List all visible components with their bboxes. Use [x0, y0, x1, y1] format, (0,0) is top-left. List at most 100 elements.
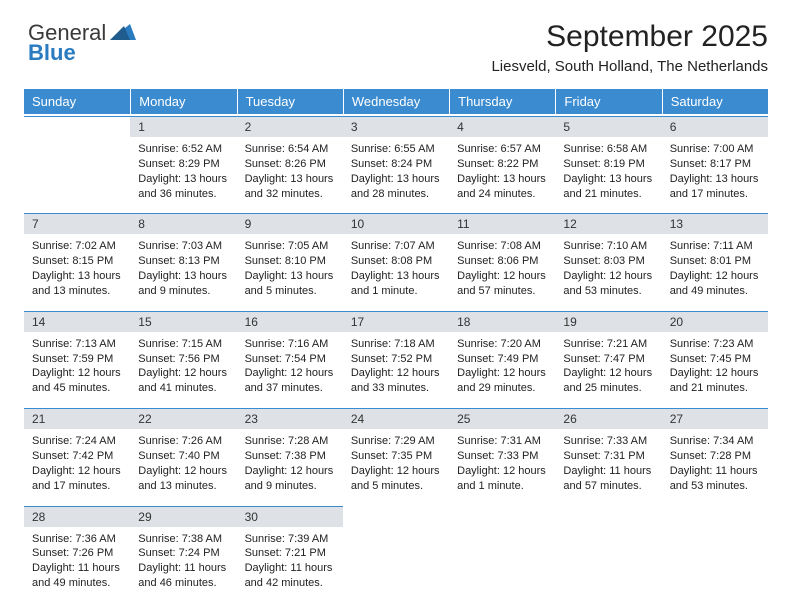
empty-cell	[555, 506, 661, 527]
day-details: Sunrise: 7:08 AMSunset: 8:06 PMDaylight:…	[449, 236, 555, 308]
daylight-text: Daylight: 13 hours and 5 minutes.	[245, 269, 335, 299]
day-number: 30	[237, 506, 343, 527]
sunset-text: Sunset: 7:56 PM	[138, 352, 228, 367]
day-number: 13	[662, 213, 768, 234]
sunset-text: Sunset: 7:52 PM	[351, 352, 441, 367]
day-details: Sunrise: 7:13 AMSunset: 7:59 PMDaylight:…	[24, 334, 130, 406]
day-details: Sunrise: 6:54 AMSunset: 8:26 PMDaylight:…	[237, 139, 343, 211]
empty-cell	[24, 116, 130, 137]
sunset-text: Sunset: 7:42 PM	[32, 449, 122, 464]
day-details: Sunrise: 7:39 AMSunset: 7:21 PMDaylight:…	[237, 529, 343, 601]
sunset-text: Sunset: 7:24 PM	[138, 546, 228, 561]
sunset-text: Sunset: 7:40 PM	[138, 449, 228, 464]
daylight-text: Daylight: 12 hours and 37 minutes.	[245, 366, 335, 396]
day-details: Sunrise: 7:23 AMSunset: 7:45 PMDaylight:…	[662, 334, 768, 406]
day-details: Sunrise: 7:02 AMSunset: 8:15 PMDaylight:…	[24, 236, 130, 308]
daylight-text: Daylight: 12 hours and 5 minutes.	[351, 464, 441, 494]
sunset-text: Sunset: 8:13 PM	[138, 254, 228, 269]
weekday-header-row: Sunday Monday Tuesday Wednesday Thursday…	[24, 89, 768, 114]
sunset-text: Sunset: 7:21 PM	[245, 546, 335, 561]
sunrise-text: Sunrise: 7:39 AM	[245, 532, 335, 547]
day-number: 25	[449, 408, 555, 429]
sunrise-text: Sunrise: 7:16 AM	[245, 337, 335, 352]
sunset-text: Sunset: 7:28 PM	[670, 449, 760, 464]
sunrise-text: Sunrise: 6:58 AM	[563, 142, 653, 157]
day-details: Sunrise: 7:24 AMSunset: 7:42 PMDaylight:…	[24, 431, 130, 503]
day-number-row: 123456	[24, 116, 768, 137]
day-details: Sunrise: 6:52 AMSunset: 8:29 PMDaylight:…	[130, 139, 236, 211]
daylight-text: Daylight: 12 hours and 29 minutes.	[457, 366, 547, 396]
day-number: 12	[555, 213, 661, 234]
sunset-text: Sunset: 7:26 PM	[32, 546, 122, 561]
day-number: 9	[237, 213, 343, 234]
day-number: 16	[237, 311, 343, 332]
day-details: Sunrise: 7:00 AMSunset: 8:17 PMDaylight:…	[662, 139, 768, 211]
logo: General Blue	[28, 20, 136, 46]
sunrise-text: Sunrise: 7:23 AM	[670, 337, 760, 352]
daylight-text: Daylight: 13 hours and 13 minutes.	[32, 269, 122, 299]
sunrise-text: Sunrise: 6:57 AM	[457, 142, 547, 157]
sunset-text: Sunset: 7:33 PM	[457, 449, 547, 464]
sunrise-text: Sunrise: 7:24 AM	[32, 434, 122, 449]
sunset-text: Sunset: 7:31 PM	[563, 449, 653, 464]
daylight-text: Daylight: 12 hours and 45 minutes.	[32, 366, 122, 396]
logo-word2: Blue	[28, 40, 76, 65]
sunrise-text: Sunrise: 7:33 AM	[563, 434, 653, 449]
empty-cell	[24, 139, 130, 211]
day-number: 5	[555, 116, 661, 137]
sunrise-text: Sunrise: 7:10 AM	[563, 239, 653, 254]
daylight-text: Daylight: 11 hours and 53 minutes.	[670, 464, 760, 494]
sunrise-text: Sunrise: 7:21 AM	[563, 337, 653, 352]
empty-cell	[343, 506, 449, 527]
day-number: 14	[24, 311, 130, 332]
sunset-text: Sunset: 7:35 PM	[351, 449, 441, 464]
day-number: 3	[343, 116, 449, 137]
sunrise-text: Sunrise: 7:13 AM	[32, 337, 122, 352]
weekday-header: Sunday	[24, 89, 130, 114]
day-number: 17	[343, 311, 449, 332]
sunset-text: Sunset: 8:10 PM	[245, 254, 335, 269]
day-info-row: Sunrise: 6:52 AMSunset: 8:29 PMDaylight:…	[24, 139, 768, 211]
sunrise-text: Sunrise: 7:18 AM	[351, 337, 441, 352]
day-number: 19	[555, 311, 661, 332]
day-details: Sunrise: 6:58 AMSunset: 8:19 PMDaylight:…	[555, 139, 661, 211]
daylight-text: Daylight: 13 hours and 21 minutes.	[563, 172, 653, 202]
daylight-text: Daylight: 12 hours and 53 minutes.	[563, 269, 653, 299]
sunrise-text: Sunrise: 7:11 AM	[670, 239, 760, 254]
sunset-text: Sunset: 7:38 PM	[245, 449, 335, 464]
day-details: Sunrise: 7:05 AMSunset: 8:10 PMDaylight:…	[237, 236, 343, 308]
empty-cell	[555, 529, 661, 601]
sunrise-text: Sunrise: 7:07 AM	[351, 239, 441, 254]
sunset-text: Sunset: 8:24 PM	[351, 157, 441, 172]
daylight-text: Daylight: 12 hours and 21 minutes.	[670, 366, 760, 396]
daylight-text: Daylight: 13 hours and 17 minutes.	[670, 172, 760, 202]
sunrise-text: Sunrise: 7:03 AM	[138, 239, 228, 254]
sunset-text: Sunset: 8:08 PM	[351, 254, 441, 269]
day-details: Sunrise: 7:33 AMSunset: 7:31 PMDaylight:…	[555, 431, 661, 503]
daylight-text: Daylight: 12 hours and 49 minutes.	[670, 269, 760, 299]
day-details: Sunrise: 7:31 AMSunset: 7:33 PMDaylight:…	[449, 431, 555, 503]
sunrise-text: Sunrise: 6:52 AM	[138, 142, 228, 157]
sunset-text: Sunset: 8:06 PM	[457, 254, 547, 269]
sunrise-text: Sunrise: 6:54 AM	[245, 142, 335, 157]
day-number: 21	[24, 408, 130, 429]
sunrise-text: Sunrise: 7:20 AM	[457, 337, 547, 352]
day-details: Sunrise: 7:20 AMSunset: 7:49 PMDaylight:…	[449, 334, 555, 406]
sunset-text: Sunset: 8:01 PM	[670, 254, 760, 269]
sunset-text: Sunset: 8:26 PM	[245, 157, 335, 172]
daylight-text: Daylight: 12 hours and 17 minutes.	[32, 464, 122, 494]
sunrise-text: Sunrise: 7:08 AM	[457, 239, 547, 254]
day-details: Sunrise: 6:57 AMSunset: 8:22 PMDaylight:…	[449, 139, 555, 211]
sunrise-text: Sunrise: 7:34 AM	[670, 434, 760, 449]
day-number: 1	[130, 116, 236, 137]
empty-cell	[662, 506, 768, 527]
day-details: Sunrise: 7:28 AMSunset: 7:38 PMDaylight:…	[237, 431, 343, 503]
day-number: 7	[24, 213, 130, 234]
day-number: 2	[237, 116, 343, 137]
day-number: 6	[662, 116, 768, 137]
day-number: 8	[130, 213, 236, 234]
sunrise-text: Sunrise: 7:05 AM	[245, 239, 335, 254]
day-details: Sunrise: 6:55 AMSunset: 8:24 PMDaylight:…	[343, 139, 449, 211]
empty-cell	[449, 506, 555, 527]
weekday-header: Friday	[555, 89, 661, 114]
